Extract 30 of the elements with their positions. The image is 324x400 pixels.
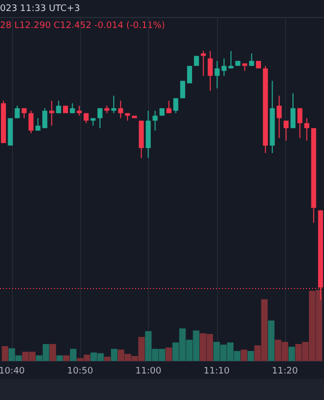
text: 023 11:33 UTC+3 <box>0 4 80 14</box>
bar <box>166 348 172 361</box>
bar <box>248 351 254 361</box>
bar <box>104 356 111 361</box>
text: 28 L12.290 C12.452 -0.014 (-0.11%) <box>0 21 166 31</box>
bar <box>268 320 274 361</box>
bar <box>56 355 63 361</box>
candlestick <box>49 100 54 126</box>
bar <box>110 348 118 361</box>
x-tick-label: 11:20 <box>272 366 298 377</box>
candlestick <box>180 80 186 98</box>
candlestick <box>200 50 206 76</box>
x-tick-label: 11:00 <box>135 366 162 377</box>
candlestick <box>132 116 137 118</box>
x-tick-label: 10:50 <box>67 366 94 377</box>
candlestick <box>256 60 262 68</box>
candlestick <box>62 106 68 114</box>
bar <box>2 346 8 361</box>
bar <box>63 355 70 361</box>
candlestick <box>194 56 199 66</box>
candlestick <box>160 108 164 116</box>
candlestick <box>8 118 13 146</box>
bar <box>288 346 295 361</box>
bar <box>70 348 76 361</box>
candlestick <box>187 66 192 84</box>
bar <box>240 350 248 361</box>
bar <box>50 344 56 361</box>
candlestick <box>235 60 240 66</box>
x-tick-label: 11:10 <box>204 366 230 377</box>
x-tick-label: 10:40 <box>0 366 26 377</box>
